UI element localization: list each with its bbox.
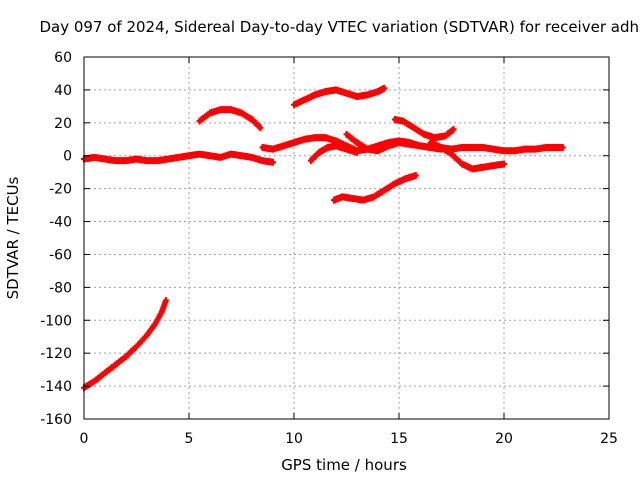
data-point [450, 125, 457, 133]
data-point [412, 171, 419, 179]
series-line [82, 298, 168, 390]
y-tick-label: -100 [40, 313, 72, 329]
y-tick-label: -140 [40, 379, 72, 395]
series-arc-late-flat [396, 139, 566, 155]
plot-frame [83, 56, 610, 420]
y-tick-label: 60 [54, 50, 72, 66]
series-arc-high-12h [291, 84, 388, 109]
y-axis-title: SDTVAR / TECUs [4, 176, 22, 299]
data-point [354, 148, 360, 156]
series-arc-low-13h [330, 171, 419, 204]
y-tick-label: -160 [40, 412, 72, 428]
y-tick-label: 40 [54, 83, 72, 99]
grid [84, 57, 609, 419]
x-tick-label: 25 [600, 431, 618, 447]
series-arc-low-start [81, 297, 169, 392]
series-arc-baseline-early [81, 150, 276, 166]
data-point [501, 160, 507, 168]
data-point [162, 297, 169, 305]
x-tick-label: 5 [185, 431, 194, 447]
y-tick-label: -80 [49, 280, 72, 296]
data-points [81, 84, 566, 392]
data-point [257, 124, 264, 132]
y-tick-label: -40 [49, 215, 72, 231]
axis-ticks: 0 5 10 15 20 25 -160 -140 -120 -100 -80 -60 -40 -20 0 2… [40, 50, 618, 447]
x-axis-title: GPS time / hours [281, 456, 407, 474]
y-tick-label: 20 [54, 116, 72, 132]
y-tick-label: -120 [40, 346, 72, 362]
chart-title: Day 097 of 2024, Sidereal Day-to-day VTE… [39, 18, 640, 36]
data-point [559, 144, 566, 151]
series-arc-dip-11h [307, 142, 360, 165]
series-arc-hump-6h [196, 106, 264, 132]
data-point [270, 158, 276, 166]
y-tick-label: 0 [63, 149, 72, 165]
x-tick-label: 15 [390, 431, 408, 447]
x-tick-label: 20 [495, 431, 513, 447]
x-tick-label: 0 [80, 431, 89, 447]
y-tick-label: -60 [49, 247, 72, 263]
x-tick-label: 10 [285, 431, 303, 447]
y-tick-label: -20 [49, 182, 72, 198]
series-arc-hook-17h [391, 116, 457, 142]
data-point [381, 84, 388, 92]
